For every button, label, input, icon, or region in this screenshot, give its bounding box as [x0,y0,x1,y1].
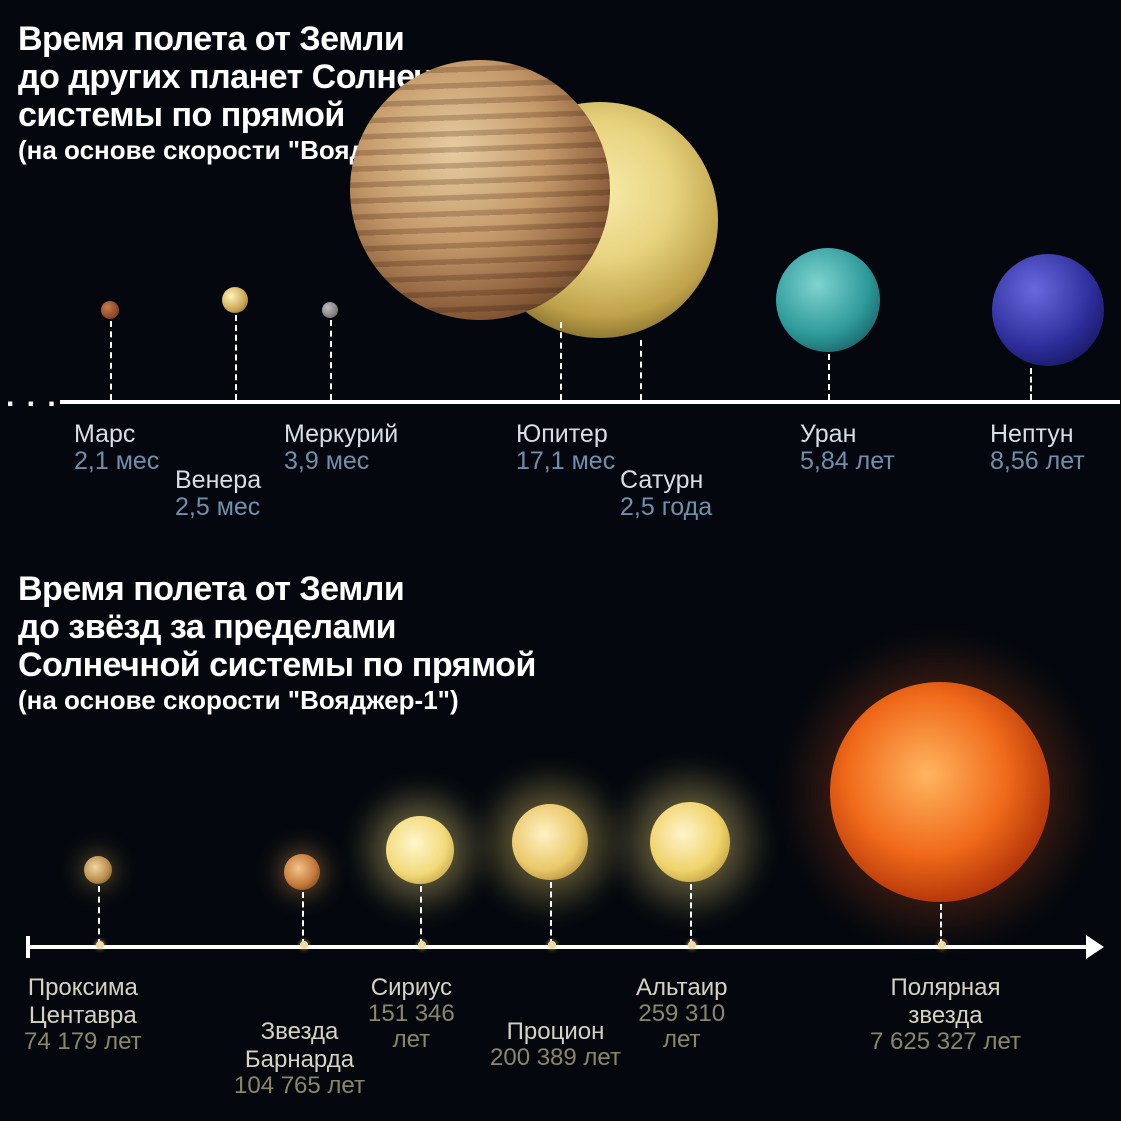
star-label-Звезда-Барнарда: ЗвездаБарнарда104 765 лет [234,1018,365,1100]
star-tick-dot [96,941,104,949]
planet-body-Венера [222,287,248,313]
planet-label-Юпитер: Юпитер17,1 мес [516,420,615,476]
planet-name: Венера [175,466,261,495]
star-name: Полярная [870,974,1021,1002]
star-value: 74 179 лет [24,1028,142,1056]
planet-tick-Юпитер [560,322,562,400]
planet-tick-Уран [828,354,830,400]
title-stars: Время полета от Земли до звёзд за предел… [18,570,536,715]
star-tick-dot [418,941,426,949]
planet-tick-Нептун [1030,368,1032,400]
star-value: 7 625 327 лет [870,1028,1021,1056]
planet-body-Нептун [992,254,1104,366]
star-name: Проксима [24,974,142,1002]
star-tick-dot [688,941,696,949]
planet-name: Сатурн [620,466,712,495]
planet-body-Марс [101,301,119,319]
title-stars-line3: Солнечной системы по прямой [18,646,536,684]
axis-planets [60,400,1120,404]
title-stars-sub: (на основе скорости "Вояджер-1") [18,686,536,715]
star-body-Процион [512,804,588,880]
planet-name: Нептун [990,420,1085,449]
axis1-leading-dots: . . . [6,380,58,414]
star-name: Сириус [368,974,455,1002]
title-stars-line1: Время полета от Земли [18,570,536,608]
title-stars-line2: до звёзд за пределами [18,608,536,646]
planet-tick-Венера [235,315,237,400]
planet-tick-Марс [110,321,112,400]
planet-body-Меркурий [322,302,338,318]
star-name: Звезда [234,1018,365,1046]
star-name: Альтаир [636,974,727,1002]
star-label-Сириус: Сириус151 346лет [368,974,455,1054]
star-name: Центавра [24,1002,142,1030]
star-value: 151 346 [368,1000,455,1028]
star-body-Сириус [386,816,454,884]
star-body-Проксима-Центавра [84,856,112,884]
planet-body-Уран [776,248,880,352]
star-value: 200 389 лет [490,1044,621,1072]
planet-body-Юпитер [350,60,610,320]
star-value: лет [636,1026,727,1054]
planet-value: 2,5 мес [175,493,261,522]
star-label-Полярная-звезда: Полярнаязвезда7 625 327 лет [870,974,1021,1056]
star-tick-dot [938,941,946,949]
star-body-Полярная-звезда [830,682,1050,902]
star-tick-Звезда-Барнарда [302,892,304,945]
planet-label-Венера: Венера2,5 мес [175,466,261,522]
planet-tick-Сатурн [640,340,642,400]
star-tick-Альтаир [690,884,692,945]
star-label-Проксима-Центавра: ПроксимаЦентавра74 179 лет [24,974,142,1056]
title-planets-line1: Время полета от Земли [18,20,494,58]
planet-label-Меркурий: Меркурий3,9 мес [284,420,398,476]
star-body-Звезда-Барнарда [284,854,320,890]
star-value: лет [368,1026,455,1054]
planet-value: 3,9 мес [284,447,398,476]
axis-stars-start-cap [26,936,30,958]
planet-label-Уран: Уран5,84 лет [800,420,895,476]
planet-label-Марс: Марс2,1 мес [74,420,159,476]
star-name: Процион [490,1018,621,1046]
star-tick-Проксима-Центавра [98,886,100,945]
planet-value: 17,1 мес [516,447,615,476]
star-tick-dot [548,941,556,949]
planet-value: 2,1 мес [74,447,159,476]
star-tick-dot [300,941,308,949]
planet-value: 2,5 года [620,493,712,522]
star-name: звезда [870,1002,1021,1030]
star-tick-Процион [550,882,552,945]
planet-name: Уран [800,420,895,449]
star-label-Альтаир: Альтаир259 310лет [636,974,727,1054]
star-name: Барнарда [234,1046,365,1074]
star-body-Альтаир [650,802,730,882]
planet-value: 5,84 лет [800,447,895,476]
star-tick-Сириус [420,886,422,945]
star-value: 259 310 [636,1000,727,1028]
star-value: 104 765 лет [234,1072,365,1100]
planet-name: Меркурий [284,420,398,449]
axis-stars-arrow-icon [1086,935,1104,959]
planet-value: 8,56 лет [990,447,1085,476]
star-label-Процион: Процион200 389 лет [490,1018,621,1072]
star-tick-Полярная-звезда [940,904,942,945]
axis-stars [28,945,1088,949]
planet-tick-Меркурий [330,320,332,400]
planet-name: Марс [74,420,159,449]
planet-label-Нептун: Нептун8,56 лет [990,420,1085,476]
planet-label-Сатурн: Сатурн2,5 года [620,466,712,522]
planet-name: Юпитер [516,420,615,449]
